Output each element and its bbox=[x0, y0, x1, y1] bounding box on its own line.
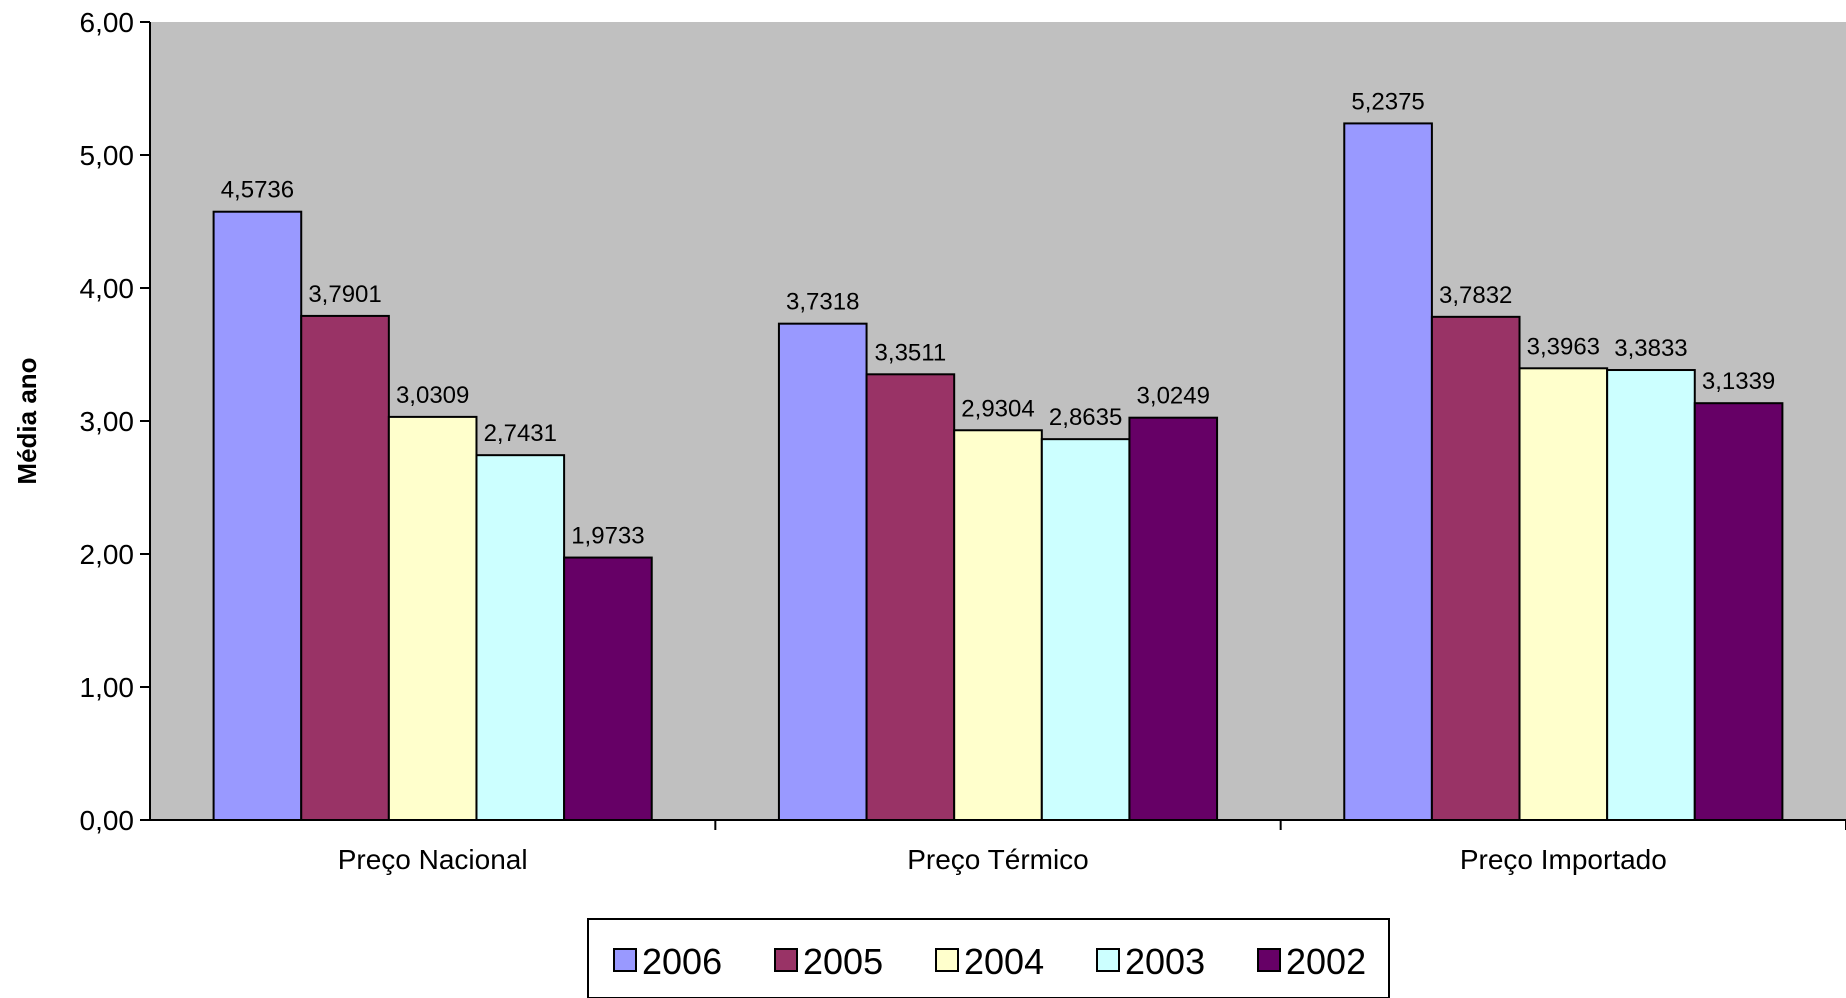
data-label: 2,7431 bbox=[484, 420, 557, 447]
bar-2005 bbox=[300, 314, 390, 821]
legend-swatch-2002 bbox=[1257, 948, 1281, 972]
data-label: 3,0309 bbox=[396, 382, 469, 409]
bar-2004 bbox=[1518, 367, 1609, 821]
data-label: 4,5736 bbox=[221, 177, 294, 204]
y-tick-label: 4,00 bbox=[80, 273, 135, 304]
bar-2006 bbox=[777, 322, 868, 821]
legend-label-2006: 2006 bbox=[642, 941, 722, 982]
legend-label-2004: 2004 bbox=[964, 941, 1044, 982]
x-category-label: Preço Importado bbox=[1460, 844, 1667, 875]
data-label: 3,3833 bbox=[1614, 335, 1687, 362]
y-tick-label: 1,00 bbox=[80, 672, 135, 703]
data-label: 2,8635 bbox=[1049, 404, 1122, 431]
bar-2002 bbox=[1693, 402, 1784, 821]
legend-label-2002: 2002 bbox=[1286, 941, 1366, 982]
legend-label-2003: 2003 bbox=[1125, 941, 1205, 982]
y-axis-title: Média ano bbox=[12, 357, 42, 484]
legend-swatch-2004 bbox=[935, 948, 959, 972]
bar-2003 bbox=[475, 454, 566, 821]
x-axis-categories: Preço Nacional Preço Térmico Preço Importa… bbox=[338, 820, 1846, 875]
y-tick-label: 3,00 bbox=[80, 406, 135, 437]
legend-box bbox=[587, 918, 1390, 998]
bar-2006 bbox=[1343, 122, 1433, 822]
data-label: 1,9733 bbox=[571, 523, 644, 550]
bar-2004 bbox=[387, 415, 478, 821]
bar-2002 bbox=[1128, 416, 1219, 821]
bar-2003 bbox=[1040, 438, 1131, 821]
legend-label-2005: 2005 bbox=[803, 941, 883, 982]
bar-2005 bbox=[1430, 315, 1521, 821]
bar-2002 bbox=[563, 556, 653, 821]
data-label: 3,3511 bbox=[875, 339, 947, 366]
bars-group bbox=[212, 122, 1784, 822]
x-category-label: Preço Térmico bbox=[907, 844, 1089, 875]
y-axis-ticks: 0,00 1,00 2,00 3,00 4,00 5,00 6,00 bbox=[80, 7, 150, 836]
legend-swatch-2005 bbox=[774, 948, 798, 972]
bar-2004 bbox=[953, 429, 1043, 821]
data-label: 5,2375 bbox=[1351, 88, 1424, 115]
legend-swatch-2006 bbox=[613, 948, 637, 972]
data-labels-group: 4,5736 3,7901 3,0309 2,7431 1,9733 3,7318 3,35… bbox=[221, 88, 1776, 549]
data-label: 3,7901 bbox=[308, 281, 381, 308]
x-category-label: Preço Nacional bbox=[338, 844, 528, 875]
bar-2006 bbox=[212, 210, 303, 822]
legend: 2006 2005 2004 2003 2002 bbox=[587, 918, 1390, 998]
data-label: 2,9304 bbox=[961, 395, 1034, 422]
y-tick-label: 6,00 bbox=[80, 7, 135, 38]
data-label: 3,1339 bbox=[1702, 368, 1775, 395]
y-tick-label: 5,00 bbox=[80, 140, 135, 171]
legend-items: 2006 2005 2004 2003 2002 bbox=[613, 941, 1366, 982]
data-label: 3,7832 bbox=[1439, 282, 1512, 309]
data-label: 3,0249 bbox=[1137, 383, 1210, 410]
legend-swatch-2003 bbox=[1096, 948, 1120, 972]
bar-2005 bbox=[865, 373, 956, 821]
y-tick-label: 2,00 bbox=[80, 539, 135, 570]
data-label: 3,7318 bbox=[786, 289, 859, 316]
bar-2003 bbox=[1606, 369, 1696, 821]
data-label: 3,3963 bbox=[1527, 333, 1600, 360]
y-tick-label: 0,00 bbox=[80, 805, 135, 836]
